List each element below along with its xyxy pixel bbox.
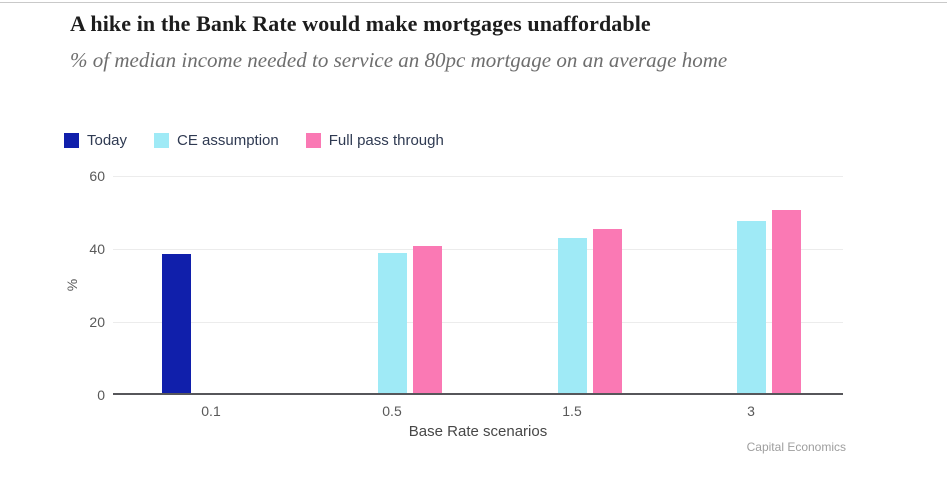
ytick-60: 60 (89, 168, 105, 184)
gridline-40 (113, 249, 843, 250)
xtick-0.5: 0.5 (382, 403, 402, 419)
gridline-60 (113, 176, 843, 177)
legend: Today CE assumption Full pass through (64, 132, 444, 149)
top-divider (0, 2, 947, 3)
bar-ce-assumption-0.5 (378, 253, 407, 393)
ytick-40: 40 (89, 241, 105, 257)
bar-full-pass-through-3 (772, 210, 801, 393)
ce-assumption-swatch (154, 133, 170, 148)
today-swatch (64, 133, 79, 148)
page-title: A hike in the Bank Rate would make mortg… (70, 11, 651, 36)
bar-full-pass-through-0.5 (413, 246, 442, 393)
bar-ce-assumption-1.5 (558, 238, 587, 393)
xtick-3: 3 (747, 403, 755, 419)
legend-label-full-pass-through: Full pass through (328, 132, 444, 149)
xtick-1.5: 1.5 (562, 403, 582, 419)
x-axis-label: Base Rate scenarios (408, 423, 548, 440)
ytick-0: 0 (97, 387, 105, 403)
legend-label-today: Today (87, 132, 128, 149)
source-credit: Capital Economics (746, 440, 846, 454)
legend-item-ce-assumption: CE assumption (154, 132, 279, 149)
bar-ce-assumption-3 (737, 221, 766, 393)
gridline-20 (113, 322, 843, 323)
full-pass-through-swatch (305, 133, 321, 148)
ytick-20: 20 (89, 314, 105, 330)
legend-item-full-pass-through: Full pass through (305, 132, 444, 149)
plot-area (113, 176, 843, 395)
legend-item-today: Today (64, 132, 127, 149)
legend-label-ce-assumption: CE assumption (177, 132, 279, 149)
page-subtitle: % of median income needed to service an … (70, 48, 728, 72)
bar-today-0.1 (162, 254, 191, 393)
y-axis-label: % (64, 278, 81, 292)
bar-full-pass-through-1.5 (593, 229, 622, 393)
xtick-0.1: 0.1 (201, 403, 221, 419)
